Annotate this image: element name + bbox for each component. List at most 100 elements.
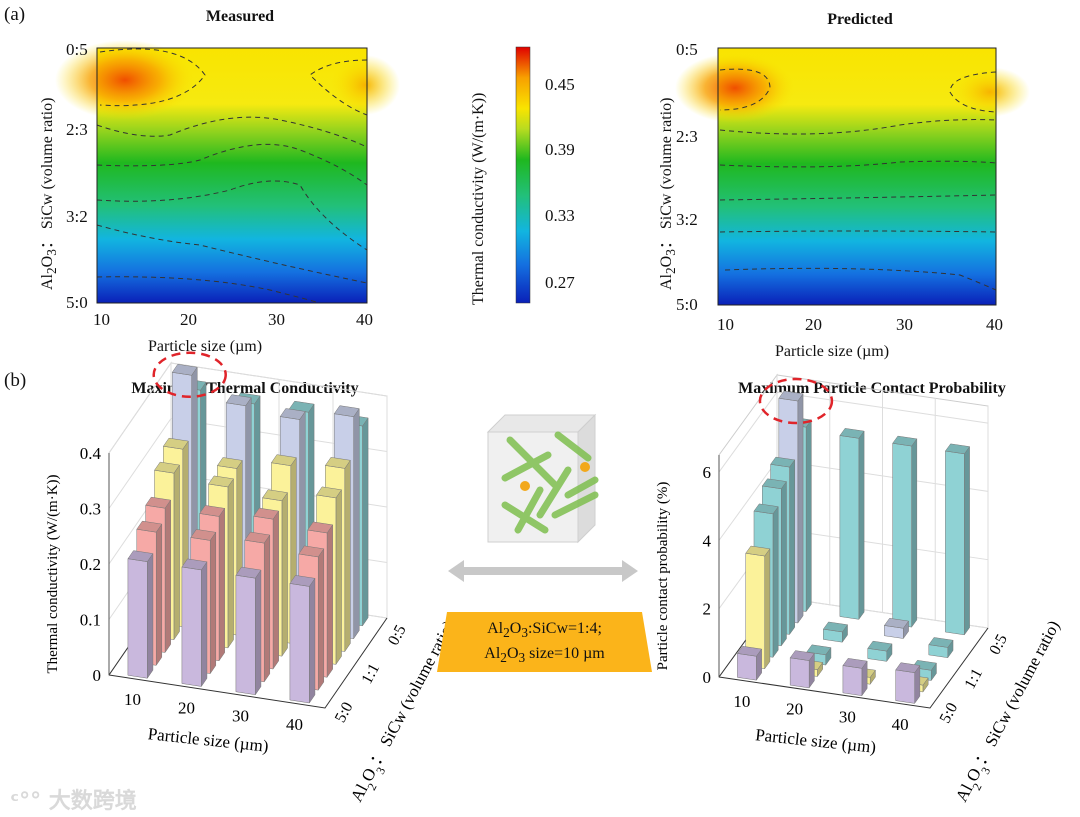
bar-top-face bbox=[307, 521, 334, 534]
measured-title: Measured bbox=[205, 8, 275, 25]
bar-side-face bbox=[805, 419, 812, 613]
pcp-ylabel: Particle contact probability (%) bbox=[655, 482, 671, 671]
bar-top-face bbox=[216, 457, 243, 469]
predicted-xtick: 40 bbox=[986, 315, 1003, 334]
bar-side-face bbox=[964, 445, 970, 636]
measured-xlabel: Particle size (µm) bbox=[148, 338, 263, 355]
bar-front-face bbox=[892, 442, 912, 628]
bar-side-face bbox=[227, 478, 234, 649]
colorbar-tick: 0.27 bbox=[545, 273, 575, 292]
colorbar-tick: 0.39 bbox=[545, 140, 575, 159]
pcp-bar-30-1:4 bbox=[883, 618, 909, 640]
bar-front-face bbox=[737, 653, 757, 681]
bar-top-face bbox=[770, 456, 796, 468]
pcp-bar-20-2:3 bbox=[822, 621, 848, 643]
panel-b-label: (b) bbox=[4, 370, 27, 391]
tc-row-tick: 1:1 bbox=[359, 661, 384, 687]
bar-top-face bbox=[806, 644, 832, 656]
pcp-bar-20-0:5 bbox=[839, 428, 865, 621]
tc-bar-30-5:0 bbox=[235, 566, 262, 696]
bar-top-face bbox=[892, 435, 918, 447]
bar-top-face bbox=[298, 545, 325, 558]
pcp-ytick: 4 bbox=[703, 531, 712, 550]
bar-top-face bbox=[761, 478, 787, 490]
tc-highlight-circle bbox=[152, 351, 227, 399]
pcp-zlabel: Al2O3： SiCw (volume ratio) bbox=[952, 617, 1069, 807]
bar-top-face bbox=[244, 531, 271, 544]
bar-top-face bbox=[190, 529, 217, 541]
measured-contour-plot bbox=[55, 40, 400, 304]
tc-ytick: 0 bbox=[93, 666, 102, 685]
bar-side-face bbox=[326, 524, 333, 679]
pcp-xtick: 30 bbox=[839, 707, 856, 726]
pcp-xlabel: Particle size (µm) bbox=[754, 725, 877, 757]
bar-top-face bbox=[842, 658, 868, 669]
predicted-xtick: 30 bbox=[896, 315, 913, 334]
panel-a-label: (a) bbox=[4, 4, 26, 25]
pcp-bar-40-0:5 bbox=[944, 443, 971, 636]
colorbar bbox=[515, 46, 531, 304]
tc-ylabel: Thermal conductivity (W/(m·K)) bbox=[45, 474, 61, 673]
pcp-bar-40-2:3 bbox=[928, 637, 954, 659]
sicw-whisker-icons bbox=[501, 431, 599, 534]
pcp-bar-30-0:5 bbox=[892, 435, 918, 628]
bar-side-face bbox=[255, 569, 262, 696]
bar-side-face bbox=[209, 531, 217, 675]
measured-ytick: 0:5 bbox=[66, 40, 88, 59]
condition-box-shape bbox=[437, 612, 652, 672]
tc-row-tick: 5:0 bbox=[332, 699, 357, 725]
pcp-xtick: 20 bbox=[786, 700, 803, 719]
pcp-ytick: 0 bbox=[703, 668, 712, 687]
condition-line-1: Al2O3:SiCw=1:4; bbox=[487, 620, 602, 641]
predicted-title: Predicted bbox=[827, 11, 893, 28]
bar-side-face bbox=[272, 510, 279, 670]
bar-front-face bbox=[789, 657, 810, 689]
tc-bar-20-5:0 bbox=[181, 558, 208, 688]
tc-ytick: 0.4 bbox=[80, 444, 102, 463]
measured-xtick: 10 bbox=[93, 310, 110, 329]
bar-side-face bbox=[797, 393, 804, 624]
bar-top-face bbox=[279, 408, 306, 420]
bar-top-face bbox=[270, 454, 297, 466]
pcp-bar-20-5:0 bbox=[789, 650, 815, 689]
predicted-ytick: 3:2 bbox=[676, 210, 698, 229]
bar-side-face bbox=[309, 577, 316, 704]
bar-side-face bbox=[789, 459, 796, 636]
bar-front-face bbox=[842, 665, 863, 696]
condition-line-2: Al2O3 size=10 µm bbox=[484, 645, 605, 666]
pcp-row-tick: 5:0 bbox=[937, 700, 962, 726]
measured-xtick: 20 bbox=[180, 310, 197, 329]
pcp-bar-30-5:0 bbox=[842, 658, 868, 697]
composite-cube-illustration bbox=[486, 413, 599, 544]
bar-top-face bbox=[235, 566, 262, 579]
bar-side-face bbox=[772, 505, 779, 659]
bar-side-face bbox=[201, 561, 208, 688]
bar-side-face bbox=[781, 480, 787, 647]
bar-side-face bbox=[147, 552, 154, 680]
tc-xtick: 30 bbox=[232, 707, 249, 726]
measured-xtick: 40 bbox=[356, 310, 373, 329]
bar-side-face bbox=[353, 407, 360, 640]
pcp-row-tick: 1:1 bbox=[962, 666, 987, 692]
bar-top-face bbox=[171, 363, 198, 376]
bar-front-face bbox=[181, 566, 202, 687]
bar-side-face bbox=[335, 489, 342, 666]
double-arrow-icon bbox=[448, 560, 638, 582]
bar-side-face bbox=[281, 491, 288, 657]
measured-xtick: 30 bbox=[268, 310, 285, 329]
bar-front-face bbox=[289, 583, 310, 704]
bar-top-face bbox=[154, 461, 180, 474]
bar-side-face bbox=[317, 548, 325, 691]
bar-top-face bbox=[839, 428, 865, 439]
pcp-ytick: 6 bbox=[703, 463, 712, 482]
bar-top-face bbox=[162, 437, 189, 450]
measured-ytick: 3:2 bbox=[66, 207, 88, 226]
bar-side-face bbox=[858, 430, 865, 621]
pcp-bar-10-4:1 bbox=[745, 545, 771, 670]
pcp-xtick: 40 bbox=[892, 715, 909, 734]
bar-top-face bbox=[867, 640, 893, 652]
tc-xtick: 20 bbox=[178, 698, 195, 717]
bar-top-face bbox=[895, 662, 921, 673]
cube-icon bbox=[486, 413, 597, 544]
